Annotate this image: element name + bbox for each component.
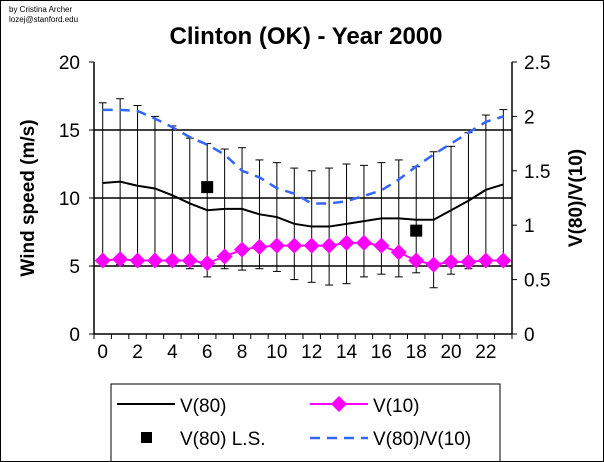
v10-point bbox=[251, 238, 268, 255]
chart-title: Clinton (OK) - Year 2000 bbox=[170, 23, 443, 50]
v10-point bbox=[477, 252, 494, 269]
v10-point bbox=[234, 241, 251, 258]
v80-ls-point bbox=[410, 224, 423, 237]
v10-point bbox=[408, 252, 425, 269]
y2-tick-label: 0.5 bbox=[524, 271, 550, 292]
x-tick-label: 18 bbox=[406, 342, 427, 363]
y2-tick-label: 0 bbox=[524, 325, 535, 346]
y2-tick-label: 1 bbox=[524, 216, 535, 237]
y-tick-label: 5 bbox=[69, 257, 80, 278]
v80-line bbox=[102, 180, 504, 228]
x-tick-label: 2 bbox=[132, 342, 143, 363]
v10-point bbox=[164, 252, 181, 269]
v10-point bbox=[355, 234, 372, 251]
v10-point bbox=[216, 248, 233, 265]
x-tick-label: 4 bbox=[167, 342, 178, 363]
credit-author: by Cristina Archer bbox=[9, 5, 73, 14]
x-tick-label: 16 bbox=[371, 342, 392, 363]
y-tick-label: 15 bbox=[59, 121, 80, 142]
credit-email: lozej@stanford.edu bbox=[9, 15, 79, 24]
v10-point bbox=[338, 234, 355, 251]
y2-tick-label: 1.5 bbox=[524, 162, 550, 183]
v10-point bbox=[199, 255, 216, 272]
x-tick-label: 20 bbox=[440, 342, 461, 363]
y-tick-label: 0 bbox=[69, 325, 80, 346]
v10-point bbox=[303, 237, 320, 254]
x-tick-label: 10 bbox=[266, 342, 287, 363]
y2-tick-label: 2.5 bbox=[524, 53, 550, 74]
legend-ratio-label: V(80)/V(10) bbox=[373, 429, 471, 450]
legend-box bbox=[110, 383, 501, 461]
v80-v10-ratio-line bbox=[102, 108, 504, 205]
v10-point bbox=[146, 252, 163, 269]
y2-axis-label: V(80)/V(10) bbox=[566, 149, 587, 247]
x-tick-label: 6 bbox=[202, 342, 213, 363]
x-tick-label: 12 bbox=[301, 342, 322, 363]
legend-v10-diamond bbox=[331, 396, 347, 412]
v10-point bbox=[443, 253, 460, 270]
legend-ls-swatch bbox=[141, 432, 152, 443]
legend-v80-label: V(80) bbox=[180, 396, 226, 417]
x-tick-label: 14 bbox=[336, 342, 358, 363]
v10-point bbox=[460, 253, 477, 270]
y-axis-label: Wind speed (m/s) bbox=[18, 119, 39, 276]
legend-v10-label: V(10) bbox=[373, 396, 419, 417]
legend: V(80) V(10) V(80) L.S. V(80)/V(10) bbox=[110, 383, 501, 461]
y2-tick-label: 2 bbox=[524, 107, 535, 128]
v10-point bbox=[321, 237, 338, 254]
v10-point bbox=[373, 237, 390, 254]
y-tick-label: 20 bbox=[59, 53, 80, 74]
x-tick-label: 0 bbox=[97, 342, 108, 363]
v10-point bbox=[181, 252, 198, 269]
v10-point bbox=[286, 237, 303, 254]
v10-point bbox=[129, 252, 146, 269]
v10-point bbox=[390, 244, 407, 261]
v10-point bbox=[268, 237, 285, 254]
y-tick-label: 10 bbox=[59, 189, 80, 210]
x-tick-label: 22 bbox=[475, 342, 496, 363]
v10-point bbox=[112, 251, 129, 268]
legend-ls-label: V(80) L.S. bbox=[180, 429, 266, 450]
x-tick-label: 8 bbox=[237, 342, 248, 363]
v80-ls-point bbox=[201, 181, 214, 194]
v10-point bbox=[425, 256, 442, 273]
v10-point bbox=[94, 252, 111, 269]
v10-point bbox=[495, 252, 512, 269]
v10-line bbox=[102, 241, 504, 266]
